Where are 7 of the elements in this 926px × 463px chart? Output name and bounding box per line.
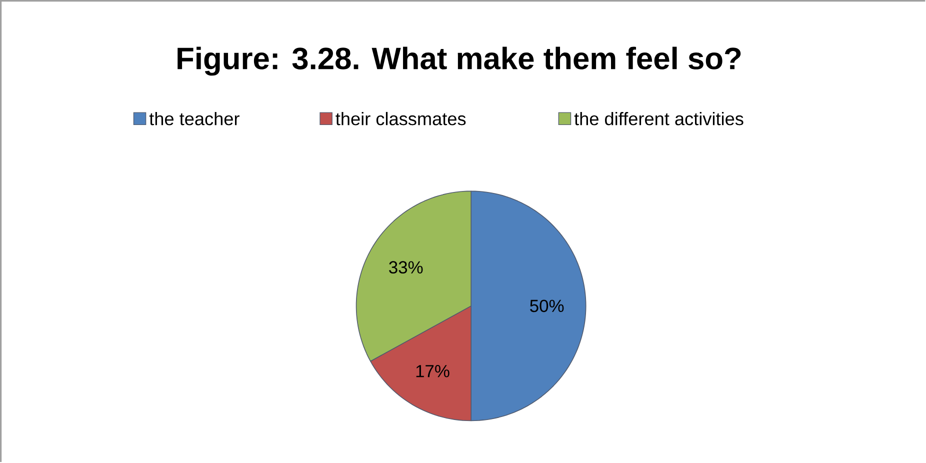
- data-label: 17%: [416, 365, 450, 378]
- data-label: 33%: [389, 261, 423, 274]
- legend-label: the different activities: [574, 112, 744, 126]
- data-label: 50%: [530, 300, 564, 312]
- legend-label: their classmates: [336, 112, 466, 126]
- legend-label: the teacher: [149, 112, 240, 126]
- chart-title: Figure: 3.28. What make them feel so?: [178, 46, 741, 76]
